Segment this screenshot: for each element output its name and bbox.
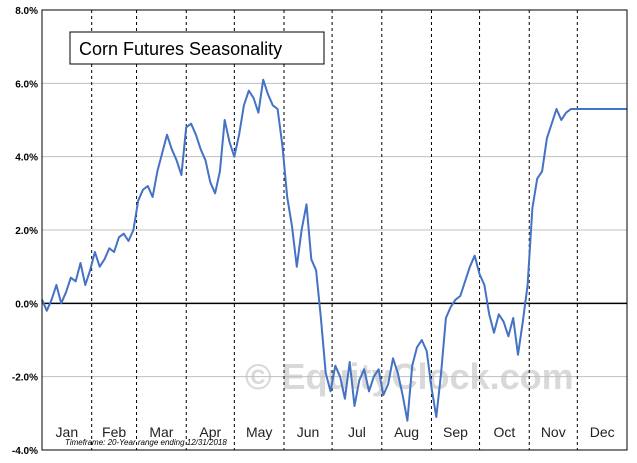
x-tick-label: Jul [348,424,366,440]
y-tick-label: 8.0% [15,6,38,17]
x-tick-label: Feb [102,424,126,440]
series-line [41,78,627,422]
month-gridlines [91,10,578,450]
chart-title: Corn Futures Seasonality [79,39,282,59]
y-tick-label: 0.0% [15,299,38,310]
title-box: Corn Futures Seasonality [69,31,325,65]
y-tick-label: 4.0% [15,153,38,164]
x-tick-label: Aug [394,424,419,440]
y-tick-labels: 8.0% 6.0% 4.0% 2.0% 0.0% -2.0% -4.0% [12,6,38,457]
x-tick-label: Sep [443,424,468,440]
x-tick-label: Oct [493,424,515,440]
y-tick-label: -4.0% [12,446,38,457]
title-box-frame [69,31,325,65]
x-tick-label: Apr [199,424,221,440]
x-tick-label: Dec [590,424,615,440]
timeframe-footnote: Timeframe: 20-Year range ending 12/31/20… [65,438,227,447]
y-tick-label: -2.0% [12,373,38,384]
x-tick-label: May [246,424,272,440]
x-tick-label: Nov [541,424,566,440]
x-tick-label: Jun [297,424,320,440]
y-tick-label: 2.0% [15,226,38,237]
x-tick-labels: Jan Feb Mar Apr May Jun Jul Aug Sep Oct Nov Dec [56,424,615,440]
x-tick-label: Jan [56,424,79,440]
y-tick-label: 6.0% [15,79,38,90]
series-group [41,78,627,422]
x-tick-label: Mar [149,424,173,440]
plot-frame [41,9,628,451]
